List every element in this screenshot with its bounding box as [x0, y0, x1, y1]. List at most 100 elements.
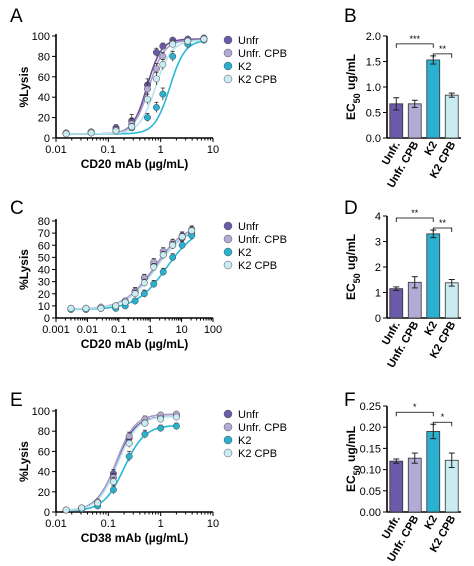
panel-letter: F	[344, 390, 356, 411]
data-point	[157, 415, 165, 423]
data-point	[169, 52, 177, 60]
data-point	[82, 304, 90, 312]
y-tick-label: 20	[38, 487, 50, 499]
data-point	[94, 499, 102, 507]
x-tick-label: 10	[175, 324, 187, 336]
data-point	[109, 486, 117, 494]
y-tick-label: 80	[38, 51, 50, 63]
data-point	[169, 253, 177, 261]
data-point	[159, 251, 167, 259]
data-point	[152, 65, 160, 73]
x-tick-label: 1	[158, 144, 164, 156]
legend-label: K2 CPB	[238, 448, 277, 460]
x-tick-label: 100	[204, 324, 222, 336]
data-point	[172, 413, 180, 421]
legend-label: K2 CPB	[238, 74, 277, 86]
data-point	[152, 48, 160, 56]
significance-label: **	[439, 218, 447, 228]
y-tick-label: 20	[38, 113, 50, 125]
data-point	[169, 241, 177, 249]
significance-bracket	[432, 227, 453, 233]
fit-curve-k2	[63, 424, 179, 512]
data-point	[125, 432, 133, 440]
panel-letter: A	[10, 6, 23, 27]
y-tick-label: 0	[44, 133, 50, 145]
y-tick-label: 20	[38, 289, 50, 301]
legend-marker	[223, 422, 233, 432]
panel-letter: B	[344, 6, 357, 27]
x-tick-label: 0.1	[101, 518, 116, 530]
y-tick-label: 30	[38, 277, 50, 289]
legend-marker	[223, 48, 233, 58]
y-tick-label: 0	[44, 507, 50, 519]
data-point	[169, 40, 177, 48]
data-point	[144, 95, 151, 103]
data-point	[109, 478, 117, 486]
data-point	[159, 61, 167, 69]
legend-marker	[223, 435, 233, 445]
y-tick-label: 10	[38, 301, 50, 313]
significance-bracket	[432, 53, 453, 58]
data-point	[121, 298, 129, 306]
data-point	[172, 422, 180, 430]
data-point	[184, 37, 192, 45]
data-point	[159, 90, 167, 98]
data-point	[157, 424, 165, 432]
legend-label: Unfr. CPB	[238, 422, 287, 434]
category-label: K2	[422, 140, 439, 158]
legend-label: Unfr	[238, 35, 259, 47]
y-tick-label: 40	[38, 265, 50, 277]
x-tick-label: 0.01	[45, 518, 66, 530]
panel-E: E 0 20 40 60 80 100 0.01 0.1 1 10 CD38 mAb (µg/mL)%…	[10, 390, 287, 545]
legend-label: K2	[238, 61, 251, 73]
y-axis-title: %Lysis	[17, 441, 31, 482]
x-tick-label: 1	[158, 518, 164, 530]
y-tick-label: 60	[38, 72, 50, 84]
y-tick-label: 50	[38, 252, 50, 264]
y-tick-label: 40	[38, 467, 50, 479]
data-point	[152, 103, 160, 111]
bar-k2	[426, 233, 441, 319]
legend-marker	[223, 35, 233, 45]
significance-label: ***	[409, 34, 420, 44]
data-point	[131, 290, 139, 298]
x-axis-title: CD20 mAb (µg/mL)	[81, 337, 189, 351]
y-tick-label: 80	[38, 426, 50, 438]
y-axis-title: %Lysis	[17, 249, 31, 290]
data-point	[188, 227, 196, 235]
x-tick-label: 10	[207, 518, 219, 530]
significance-bracket	[395, 217, 434, 223]
y-tick-label: 0.25	[360, 401, 381, 413]
fit-curve-k2	[69, 237, 194, 311]
data-point	[87, 129, 95, 137]
y-tick-label: 1.0	[366, 82, 381, 94]
data-point	[140, 279, 148, 287]
y-tick-label: 0.0	[366, 133, 381, 145]
significance-bracket	[432, 421, 453, 427]
y-tick-label: 100	[32, 406, 50, 418]
y-tick-label: 0	[44, 313, 50, 325]
y-tick-label: 0.10	[360, 465, 381, 477]
data-point	[144, 85, 151, 93]
legend-label: Unfr	[238, 409, 259, 421]
y-tick-label: 70	[38, 228, 50, 240]
significance-label: **	[439, 44, 447, 54]
significance-bracket	[395, 411, 434, 417]
x-axis-title: CD20 mAb (µg/mL)	[81, 157, 189, 171]
category-label: K2	[422, 514, 439, 532]
data-point	[128, 123, 136, 131]
y-tick-label: 100	[32, 31, 50, 43]
data-point	[125, 453, 133, 460]
legend-marker	[223, 234, 233, 244]
legend-marker	[223, 260, 233, 270]
data-point	[97, 304, 105, 312]
x-tick-label: 1	[147, 324, 153, 336]
y-tick-label: 3	[375, 237, 381, 249]
data-point	[178, 233, 186, 241]
significance-label: **	[411, 208, 419, 218]
data-point	[159, 52, 167, 60]
y-tick-label: 1.5	[366, 57, 381, 69]
